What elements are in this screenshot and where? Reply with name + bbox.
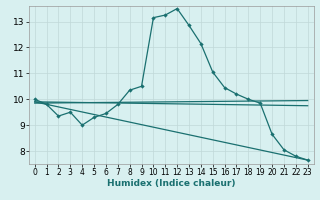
- X-axis label: Humidex (Indice chaleur): Humidex (Indice chaleur): [107, 179, 236, 188]
